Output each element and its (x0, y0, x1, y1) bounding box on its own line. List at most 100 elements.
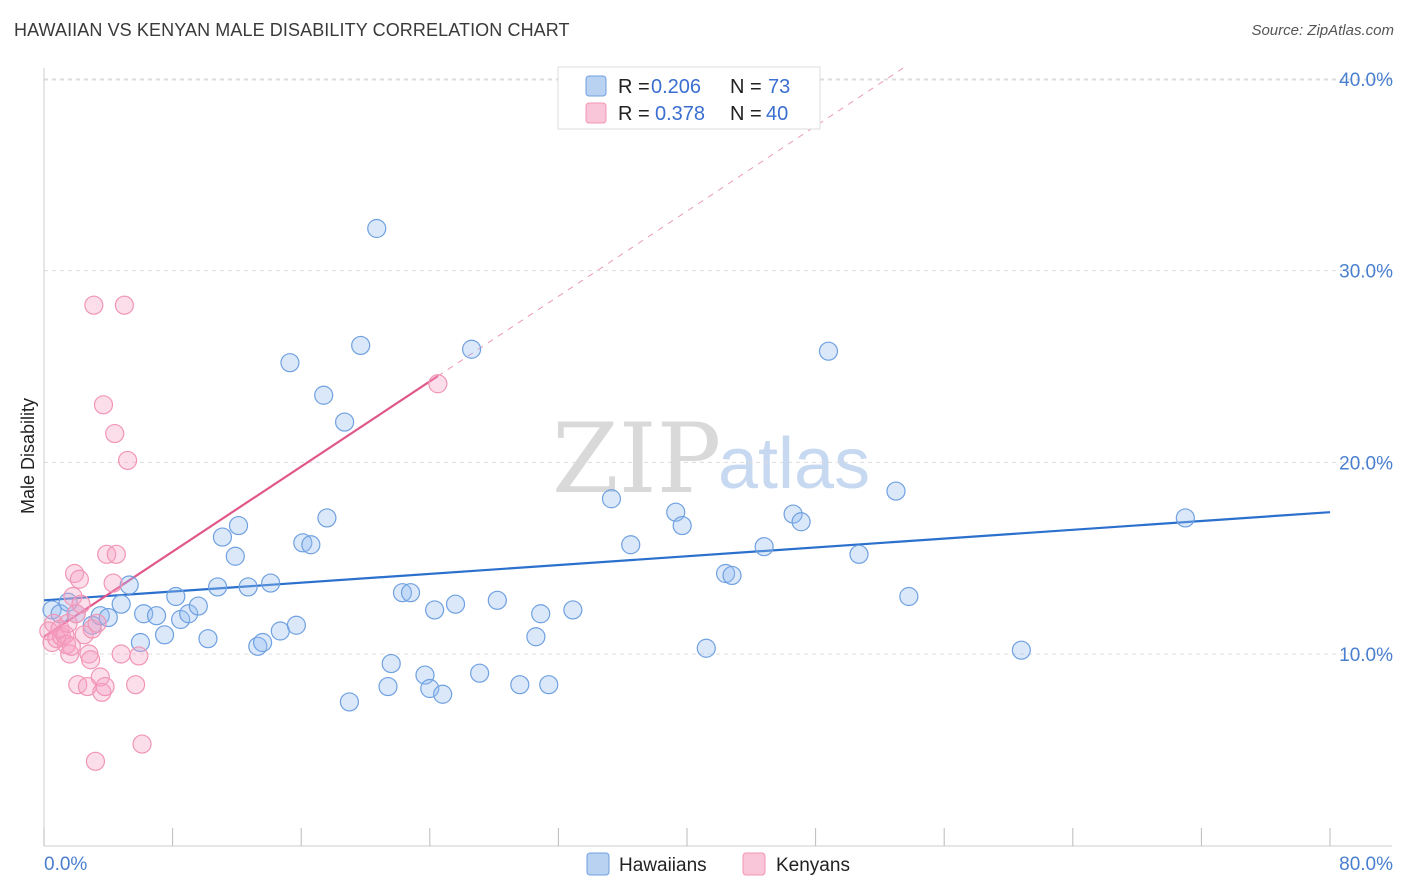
data-point-hawaiians (425, 600, 445, 620)
data-point-hawaiians (317, 508, 337, 528)
data-point-hawaiians (261, 573, 281, 593)
x-tick-min: 0.0% (44, 854, 87, 875)
legend-swatch-kenyans (585, 102, 607, 124)
data-point-hawaiians (783, 504, 803, 524)
legend-n-value-kenyans: 40 (766, 103, 788, 125)
data-point-hawaiians (301, 535, 321, 555)
data-point-hawaiians (1175, 508, 1195, 528)
trend-line-hawaiians (43, 511, 1331, 602)
data-point-hawaiians (253, 632, 273, 653)
data-point-hawaiians (400, 583, 421, 603)
data-point-kenyans (87, 613, 107, 633)
data-point-kenyans (106, 544, 126, 564)
bottom-legend-label-kenyans: Kenyans (776, 855, 850, 876)
data-point-kenyans (105, 423, 125, 444)
data-point-hawaiians (445, 594, 466, 614)
data-point-hawaiians (539, 675, 559, 695)
data-point-hawaiians (696, 638, 716, 658)
watermark-zip: ZIP (552, 403, 721, 515)
data-point-kenyans (103, 573, 123, 593)
legend-r-label-hawaiians: R = (618, 76, 650, 98)
data-point-kenyans (111, 644, 131, 664)
data-point-hawaiians (270, 621, 290, 641)
data-point-hawaiians (367, 218, 387, 239)
data-point-hawaiians (381, 653, 401, 674)
legend: R = 0.206 N = 73 R = 0.378 N = 40 (557, 66, 821, 130)
data-point-kenyans (132, 734, 152, 754)
data-point-hawaiians (601, 489, 622, 509)
data-point-hawaiians (119, 575, 139, 595)
data-point-kenyans (61, 636, 81, 656)
data-point-hawaiians (280, 353, 300, 373)
data-point-hawaiians (188, 596, 208, 616)
data-point-kenyans (126, 675, 146, 695)
data-point-hawaiians (526, 627, 546, 647)
data-point-hawaiians (791, 512, 811, 532)
data-point-hawaiians (1011, 640, 1031, 660)
watermark: ZIP atlas (552, 403, 870, 515)
data-point-hawaiians (818, 341, 839, 361)
data-point-hawaiians (179, 604, 199, 624)
data-point-kenyans (55, 625, 75, 645)
data-point-kenyans (85, 751, 106, 771)
data-point-hawaiians (722, 565, 742, 586)
legend-n-label-hawaiians: N = (730, 76, 762, 98)
data-point-kenyans (66, 604, 86, 624)
y-tick-labels: 10.0% 20.0% 30.0% 40.0% (1339, 70, 1393, 666)
chart-title: HAWAIIAN VS KENYAN MALE DISABILITY CORRE… (14, 20, 570, 40)
data-point-hawaiians (531, 604, 551, 624)
data-point-kenyans (71, 594, 91, 614)
y-tick-label: 20.0% (1339, 453, 1393, 474)
data-point-hawaiians (146, 606, 167, 626)
legend-swatch-hawaiians (585, 75, 607, 97)
data-point-kenyans (92, 682, 112, 702)
data-point-hawaiians (225, 546, 245, 566)
watermark-atlas: atlas (718, 424, 870, 504)
y-tick-label: 10.0% (1339, 645, 1393, 666)
data-point-hawaiians (111, 594, 131, 614)
data-point-kenyans (114, 295, 134, 315)
y-tick-label: 30.0% (1339, 262, 1393, 283)
data-point-hawaiians (198, 629, 218, 649)
data-point-hawaiians (286, 615, 306, 635)
data-point-hawaiians (470, 663, 490, 683)
data-point-hawaiians (754, 537, 774, 557)
data-point-kenyans (129, 646, 149, 666)
legend-r-value-hawaiians: 0.206 (651, 76, 701, 98)
data-point-kenyans (84, 295, 104, 315)
data-point-hawaiians (487, 590, 507, 610)
data-point-kenyans (428, 374, 448, 394)
legend-n-label-kenyans: N = (730, 103, 762, 125)
data-point-kenyans (68, 675, 88, 695)
data-point-kenyans (97, 544, 117, 564)
data-point-hawaiians (50, 604, 70, 624)
legend-n-value-hawaiians: 73 (768, 76, 790, 98)
y-axis-title: Male Disability (18, 398, 38, 514)
bottom-legend: Hawaiians Kenyans (586, 852, 850, 876)
data-point-hawaiians (228, 515, 249, 536)
legend-r-label-kenyans: R = (618, 103, 650, 125)
trend-line-kenyans (43, 375, 439, 638)
data-point-hawaiians (208, 577, 228, 597)
data-point-hawaiians (339, 692, 360, 712)
bottom-legend-swatch-hawaiians (586, 852, 610, 876)
data-points (39, 218, 1195, 771)
data-point-hawaiians (212, 527, 233, 547)
data-point-hawaiians (335, 412, 355, 432)
data-point-kenyans (93, 395, 114, 415)
data-point-hawaiians (461, 339, 482, 359)
data-point-kenyans (117, 450, 138, 471)
data-point-kenyans (95, 676, 115, 697)
legend-r-value-kenyans: 0.378 (655, 103, 705, 125)
data-point-hawaiians (166, 586, 186, 607)
trend-line-extension-kenyans (437, 67, 905, 377)
data-point-hawaiians (672, 515, 692, 536)
data-point-hawaiians (621, 535, 641, 555)
data-point-hawaiians (154, 625, 175, 645)
data-point-hawaiians (238, 577, 258, 597)
bottom-legend-label-hawaiians: Hawaiians (619, 855, 707, 876)
data-point-hawaiians (392, 583, 413, 603)
data-point-hawaiians (433, 684, 453, 704)
data-point-hawaiians (886, 481, 906, 501)
data-point-kenyans (69, 569, 89, 589)
